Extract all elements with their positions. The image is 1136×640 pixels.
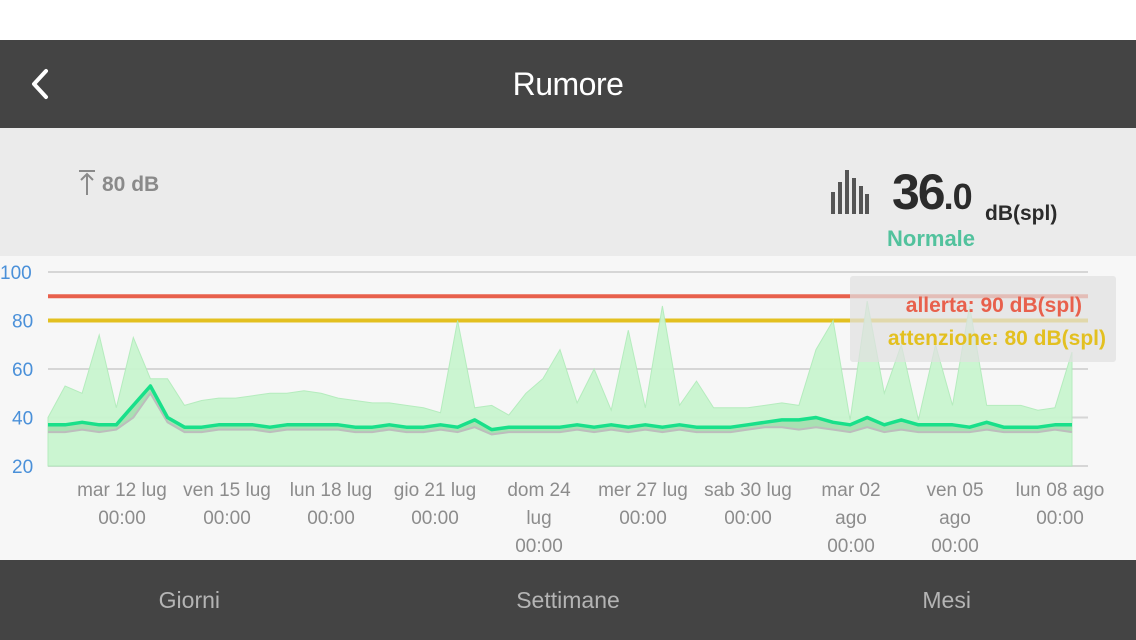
current-level-decimal: .0 [943, 176, 973, 217]
period-tab-bar: Giorni Settimane Mesi [0, 560, 1136, 640]
status-label: Normale [887, 226, 976, 251]
max-level: 80 dB [76, 168, 159, 196]
noise-chart: 100 80 60 40 20 mar 12 lug 00:00 ven 15 lug 00:… [0, 256, 1136, 560]
x-tick-label: mer 27 lug [598, 480, 688, 501]
x-tick-label: 00:00 [411, 508, 459, 529]
x-tick-label: 00:00 [307, 508, 355, 529]
x-tick-label: sab 30 lug [704, 480, 792, 501]
average-level-line [48, 384, 1072, 432]
navigation-bar: Rumore [0, 40, 1136, 128]
noise-chart-svg: 100 80 60 40 20 mar 12 lug 00:00 ven 15 lug 00:… [0, 263, 1105, 557]
tab-days[interactable]: Giorni [158, 586, 221, 613]
x-tick-label: ago [939, 508, 971, 529]
y-tick-label: 80 [12, 312, 33, 333]
x-tick-label: ago [835, 508, 867, 529]
current-level-unit: dB(spl) [985, 202, 1058, 225]
x-tick-label: 00:00 [827, 536, 875, 557]
x-tick-label: 00:00 [515, 536, 563, 557]
back-button[interactable] [18, 62, 62, 106]
page-title: Rumore [512, 65, 624, 102]
max-value: 80 dB [102, 173, 160, 196]
current-level-value: 36.0 [892, 164, 973, 225]
y-tick-label: 40 [12, 409, 33, 430]
x-tick-label: gio 21 lug [394, 480, 476, 501]
x-tick-label: dom 24 [507, 480, 571, 501]
min-avg-band [48, 386, 1072, 435]
noise-summary: 80 dB 36.0 dB(spl) Normale [0, 128, 1136, 256]
status-bar-area [0, 0, 1136, 40]
x-tick-label: lun 18 lug [290, 480, 372, 501]
x-tick-label: ven 05 [926, 480, 983, 501]
x-tick-label: ven 15 lug [183, 480, 271, 501]
bars-icon [831, 170, 869, 214]
x-tick-label: 00:00 [98, 508, 146, 529]
x-tick-label: 00:00 [724, 508, 772, 529]
min-level-line [48, 391, 1073, 436]
x-tick-label: lun 08 ago [1016, 480, 1105, 501]
threshold-legend: allerta: 90 dB(spl) attenzione: 80 dB(sp… [850, 276, 1116, 362]
x-tick-label: 00:00 [1036, 508, 1084, 529]
current-level-integer: 36 [892, 164, 946, 220]
arrow-to-top-icon [79, 170, 95, 195]
chevron-left-icon [32, 69, 48, 99]
y-tick-label: 20 [12, 457, 33, 478]
y-tick-label: 100 [0, 263, 32, 284]
x-tick-label: 00:00 [203, 508, 251, 529]
tab-months[interactable]: Mesi [922, 586, 971, 613]
x-tick-label: mar 12 lug [77, 480, 167, 501]
x-tick-label: 00:00 [619, 508, 667, 529]
x-tick-label: 00:00 [931, 536, 979, 557]
warning-threshold-label: attenzione: 80 dB(spl) [887, 327, 1106, 350]
x-tick-label: mar 02 [821, 480, 880, 501]
tab-weeks[interactable]: Settimane [516, 586, 620, 613]
alert-threshold-label: allerta: 90 dB(spl) [905, 294, 1082, 317]
y-tick-label: 60 [12, 360, 33, 381]
x-tick-label: lug [526, 508, 551, 529]
